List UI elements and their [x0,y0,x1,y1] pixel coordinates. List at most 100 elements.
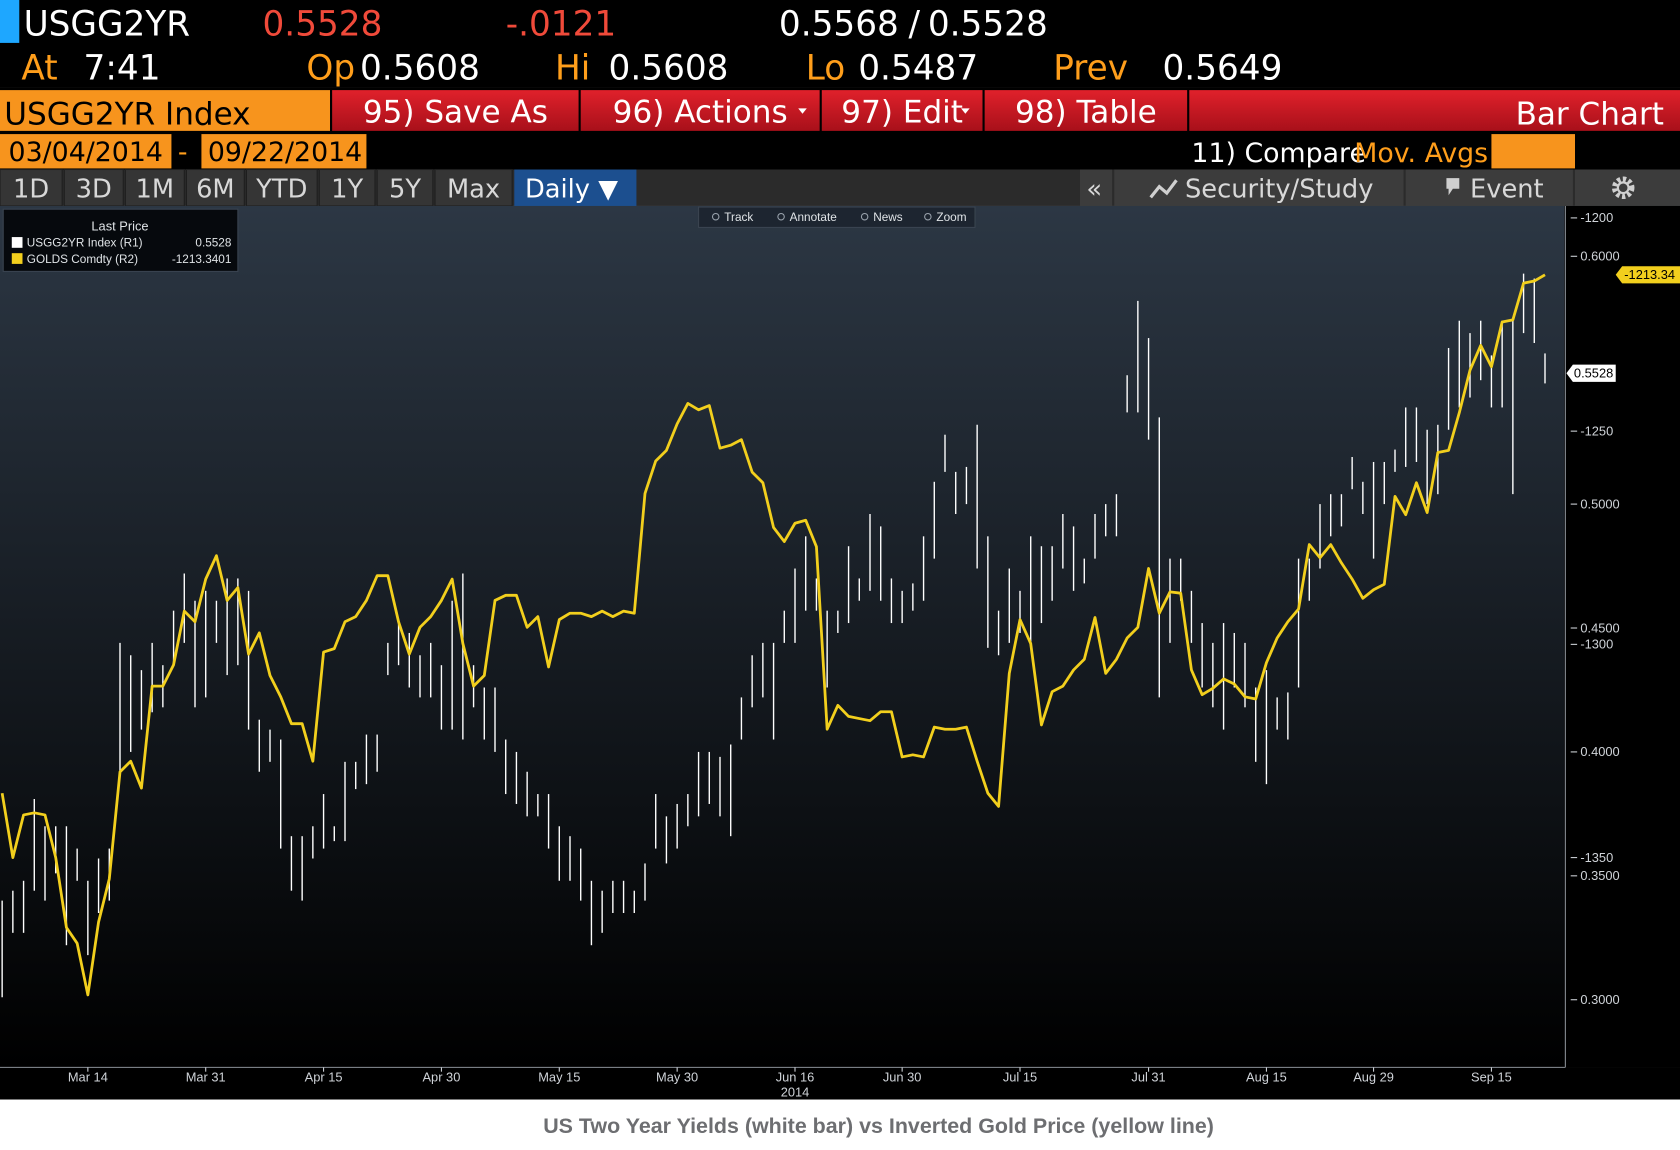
gear-hub [1616,181,1630,195]
chart-tool[interactable]: Annotate [790,211,838,224]
x-tick-label: Jun 30 [883,1069,922,1084]
period-tab[interactable] [124,168,185,207]
mov-avgs-button[interactable]: Mov. Avgs [1354,138,1488,169]
legend-label: GOLDS Comdty (R2) [27,253,138,266]
tool-icon [860,212,869,221]
period-tab[interactable] [434,168,513,207]
period-tab-label: 1M [136,174,175,204]
y-tick-label: 0.3500 [1580,868,1619,883]
time: 7:41 [84,48,161,88]
legend-entries: USGG2YR Index (R1) 0.5528 GOLDS Comdty (R2… [11,237,232,266]
security: USGG2YR Index [4,96,250,132]
gear-icon [1611,176,1635,199]
dropdown-arrow [798,108,807,114]
legend-label: USGG2YR Index (R1) [27,237,143,250]
last-price: 0.5528 [262,4,382,44]
chart-tool[interactable]: Zoom [936,211,966,224]
legend [2,208,239,272]
period-tab-label: 1Y [331,174,363,204]
toolbar-button[interactable] [332,90,579,131]
quote-bar [0,0,1680,88]
view-name: Bar Chart [1516,96,1664,132]
ask: 0.5528 [928,4,1048,44]
bid: 0.5568 [779,4,899,44]
y-tick-label: 0.4500 [1580,620,1619,635]
y-tick-label: 0.4000 [1580,744,1619,759]
toolbar-button[interactable] [821,90,983,131]
event-button[interactable] [1405,169,1573,206]
tool-icon [924,212,932,221]
event: Event [1470,174,1544,204]
chart-tool-group: Track Annotate News Zoom [711,211,967,224]
legend-swatch [11,237,23,248]
tool-icon [711,212,720,221]
last-price-tag [1566,364,1616,382]
x-tick-label: Jul 31 [1131,1069,1165,1084]
chart-tools [698,206,976,228]
x-tick-label: Mar 31 [186,1069,226,1084]
x-tick-label: May 15 [538,1069,580,1084]
toolbar-button-label: 97) Edit [841,94,963,130]
button-group: 95) Save As 96) Actions 97) Edit 98) Table [332,90,1188,131]
collapse: « [1086,174,1102,204]
end-date: 09/22/2014 [208,137,362,168]
security-field[interactable] [0,90,330,131]
period-tab[interactable] [185,168,245,207]
input-field[interactable] [1491,134,1575,169]
toolbar-button-label: 95) Save As [363,94,548,130]
chart-tool[interactable]: News [873,211,903,224]
gold-tag [1615,266,1680,284]
period-tab-label: 5Y [389,174,421,204]
ticker: USGG2YR [24,4,191,44]
x-tick-label: Sep 15 [1471,1069,1512,1084]
tool-icon [777,212,785,221]
collapse-button[interactable] [1080,169,1113,206]
frequency: Daily ▼ [525,174,618,204]
event-icon [1446,178,1460,196]
legend-value: -1213.3401 [172,253,232,266]
y2-tick-label: -1350 [1580,850,1613,865]
x-tick-label: Apr 15 [305,1069,343,1084]
low: 0.5487 [858,48,978,88]
gold-tag-label: -1213.34 [1624,267,1675,282]
net-change: -.0121 [506,4,616,44]
x-tick-label: Apr 30 [422,1069,460,1084]
period-tab-label: YTD [255,174,307,204]
time-label: At [21,48,57,88]
prev-label: Prev [1053,48,1128,88]
y-tick-label: 0.3000 [1580,992,1619,1007]
open-label: Op [306,48,355,88]
start-date-field[interactable] [0,134,172,169]
legend-title: Last Price [91,219,148,234]
last-price-tag-label: 0.5528 [1574,366,1613,381]
axis-panel [1564,205,1680,1068]
end-date-field[interactable] [201,134,367,169]
date-separator: - [178,137,188,168]
view-panel [1189,90,1680,131]
open: 0.5608 [360,48,480,88]
high: 0.5608 [609,48,729,88]
toolbar-button[interactable] [580,90,820,131]
period-tab[interactable] [63,168,124,207]
low-label: Lo [806,48,845,88]
y-tick-label: 0.5000 [1580,496,1619,511]
x-tick-label: May 30 [656,1069,698,1084]
period-tab-label: Max [447,174,500,204]
period-tab[interactable] [318,168,376,207]
period-tabs: 1D 3D 1M 6M YTD 1Y 5Y Max [0,168,513,207]
toolbar-button[interactable] [984,90,1188,131]
compare-button[interactable]: 11) Compare [1191,138,1366,169]
frequency-tab[interactable] [514,169,637,206]
y2-tick-label: -1300 [1580,637,1613,652]
period-tab-label: 6M [196,174,235,204]
chart-tool[interactable]: Track [724,211,753,224]
toolbar-button-label: 96) Actions [613,94,788,130]
legend-swatch [11,253,23,264]
cursor-block [0,0,20,43]
study-icon [1149,179,1178,199]
y-tick-label: 0.6000 [1580,249,1619,264]
security-study: Security/Study [1185,174,1373,204]
start-date: 03/04/2014 [9,137,163,168]
y2-tick-label: -1250 [1580,423,1613,438]
